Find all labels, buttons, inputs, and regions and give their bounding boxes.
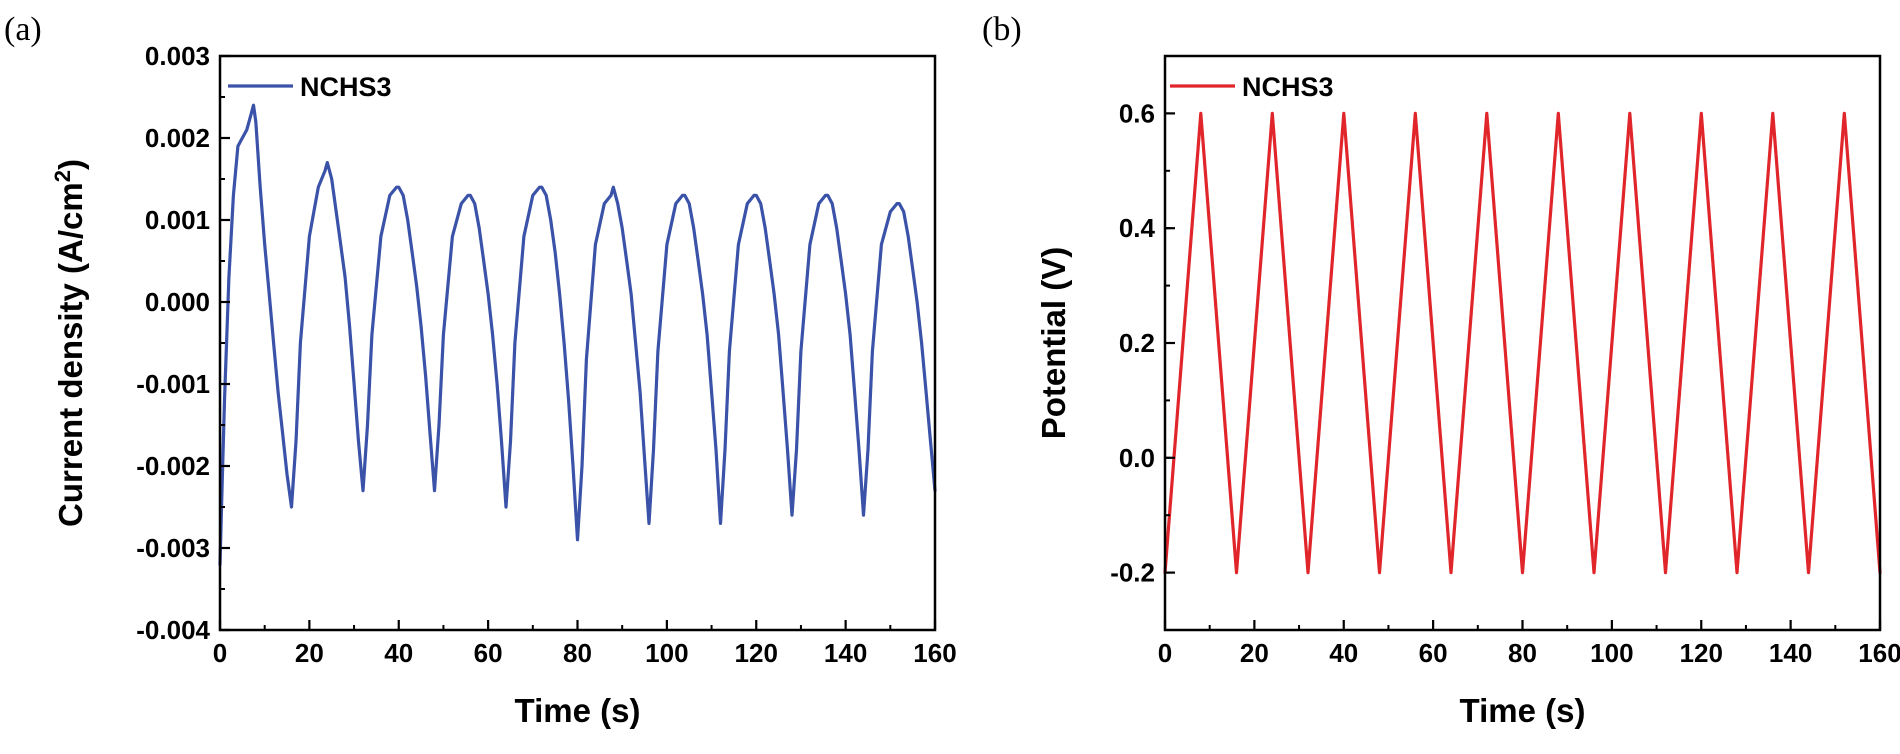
- chart-a-x-tick-label: 0: [213, 638, 227, 668]
- chart-b-x-axis-title: Time (s): [1460, 692, 1586, 729]
- chart-a-y-tick-label: 0.000: [145, 287, 210, 317]
- panel-a-label: (a): [4, 11, 42, 48]
- chart-b-series-line-0: [1163, 111, 1882, 575]
- chart-b-potential: NCHS3 0 20 40 60 80 100 120 140 160 -0.2 0.0 0.2 0.4 0…: [1035, 54, 1900, 729]
- chart-a-x-tick-label: 60: [474, 638, 503, 668]
- chart-a-x-tick-label: 100: [645, 638, 688, 668]
- chart-a-y-axis-title-main: Current density (A/cm: [52, 182, 89, 527]
- chart-b-y-tick-label: 0.0: [1119, 443, 1155, 473]
- chart-a-x-tick-label: 120: [735, 638, 778, 668]
- chart-b-x-tick-label: 120: [1680, 638, 1723, 668]
- chart-a-x-tick-label: 40: [384, 638, 413, 668]
- chart-b-y-axis-title-main: Potential (V): [1035, 247, 1072, 440]
- chart-a-y-axis-title: Current density (A/cm2): [50, 159, 89, 527]
- chart-b-plot-frame: [1163, 54, 1882, 632]
- chart-a-y-tick-label: -0.003: [136, 533, 210, 563]
- chart-a-y-tick-label: 0.002: [145, 123, 210, 153]
- chart-b-y-axis-title: Potential (V): [1035, 247, 1072, 440]
- chart-b-y-tick-label: -0.2: [1110, 558, 1155, 588]
- chart-b-x-tick-label: 160: [1858, 638, 1900, 668]
- chart-a-y-tick-label: 0.001: [145, 205, 210, 235]
- chart-a-x-tick-label: 140: [824, 638, 867, 668]
- chart-a-plot-frame: [218, 54, 937, 632]
- chart-b-y-tick-label: 0.4: [1119, 213, 1156, 243]
- chart-b-x-tick-label: 80: [1508, 638, 1537, 668]
- chart-b-x-tick-label: 140: [1769, 638, 1812, 668]
- chart-a-x-axis-title: Time (s): [515, 692, 641, 729]
- chart-b-x-tick-label: 40: [1329, 638, 1358, 668]
- chart-b-y-tick-label: 0.6: [1119, 98, 1155, 128]
- panel-b-label: (b): [982, 11, 1022, 48]
- chart-b-x-tick-label: 0: [1158, 638, 1172, 668]
- chart-b-x-tick-label: 20: [1240, 638, 1269, 668]
- chart-a-y-tick-label: 0.003: [145, 41, 210, 71]
- chart-a-y-tick-label: -0.004: [136, 615, 210, 645]
- chart-a-y-axis-title-tail: ): [52, 159, 89, 170]
- chart-a-current-density: NCHS3 0 20 40 60 80 100 120 140 160 -0.004 -0.003 -0…: [50, 41, 957, 729]
- chart-a-x-tick-label: 80: [563, 638, 592, 668]
- chart-a-x-tick-label: 20: [295, 638, 324, 668]
- chart-a-legend-label: NCHS3: [300, 72, 392, 102]
- chart-b-y-tick-label: 0.2: [1119, 328, 1155, 358]
- chart-a-y-tick-label: -0.001: [136, 369, 210, 399]
- chart-a-y-axis-title-sup: 2: [50, 170, 75, 182]
- chart-a-series-line-0: [218, 103, 937, 567]
- chart-b-x-tick-label: 60: [1419, 638, 1448, 668]
- chart-a-x-tick-label: 160: [913, 638, 956, 668]
- chart-a-y-tick-label: -0.002: [136, 451, 210, 481]
- chart-b-legend-label: NCHS3: [1242, 72, 1334, 102]
- chart-b-x-tick-label: 100: [1590, 638, 1633, 668]
